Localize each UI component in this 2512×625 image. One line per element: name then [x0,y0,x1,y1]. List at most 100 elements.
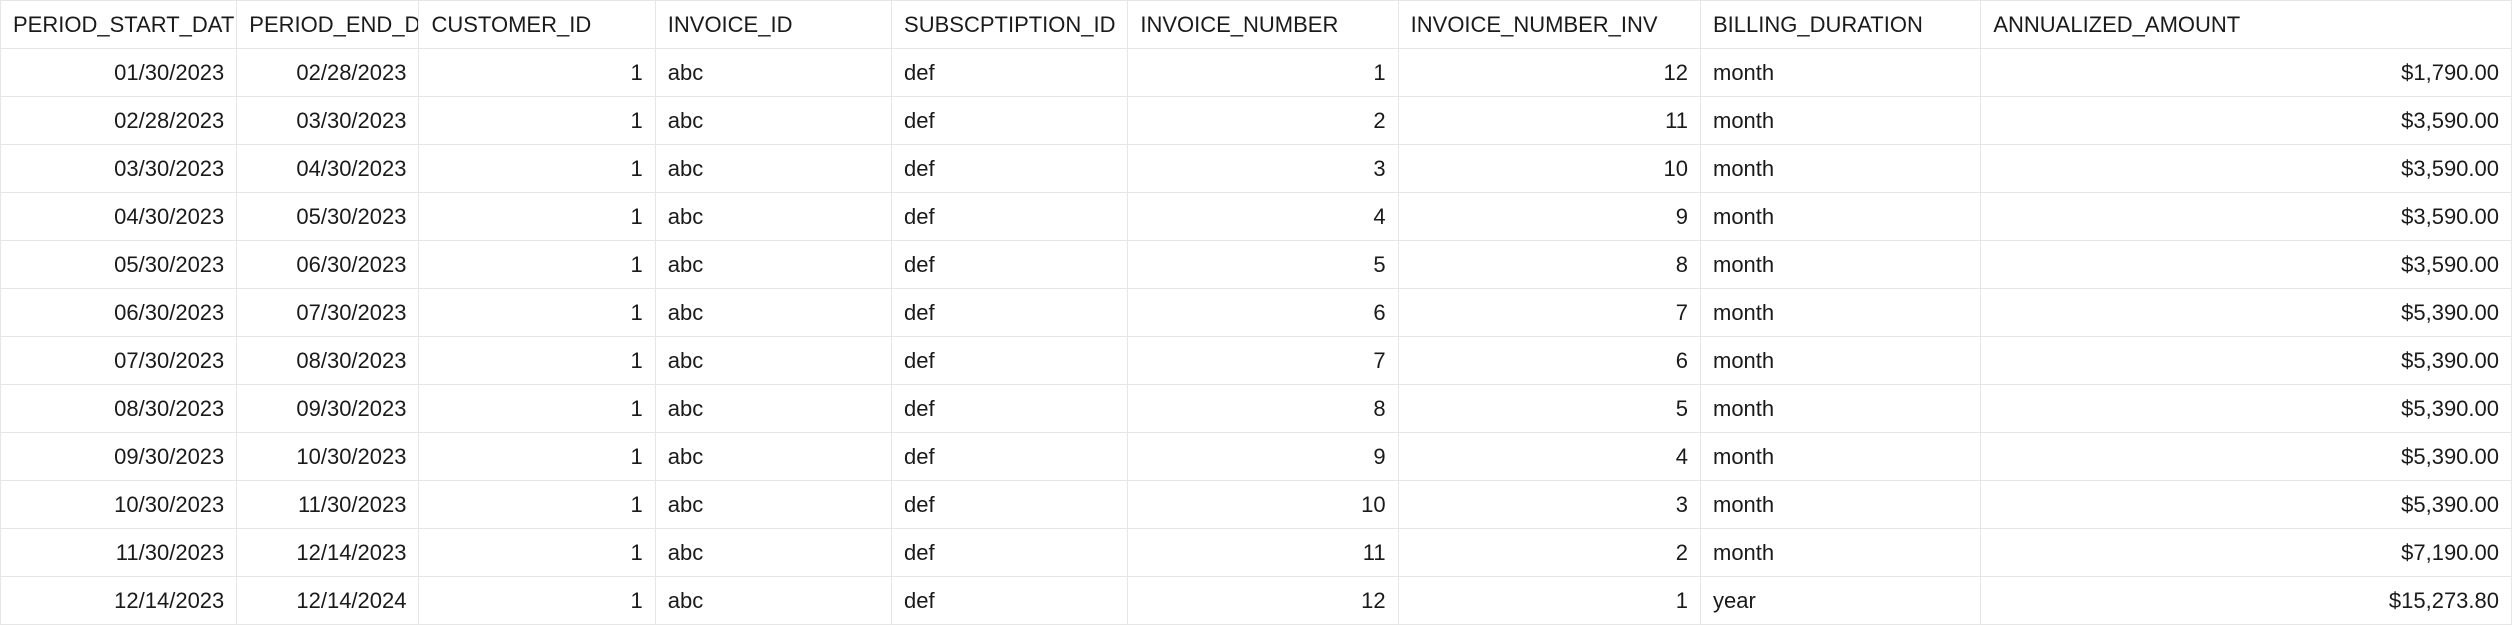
cell-invoice_id: abc [655,193,891,241]
cell-period_end: 03/30/2023 [237,97,419,145]
cell-subscription_id: def [892,49,1128,97]
cell-period_end: 06/30/2023 [237,241,419,289]
cell-invoice_id: abc [655,385,891,433]
cell-invoice_number: 8 [1128,385,1398,433]
column-header-billing_duration[interactable]: BILLING_DURATION [1701,1,1981,49]
cell-invoice_number_inv: 2 [1398,529,1700,577]
cell-period_start: 11/30/2023 [1,529,237,577]
cell-billing_duration: month [1701,193,1981,241]
cell-period_start: 02/28/2023 [1,97,237,145]
cell-period_start: 03/30/2023 [1,145,237,193]
cell-invoice_number_inv: 7 [1398,289,1700,337]
cell-billing_duration: month [1701,49,1981,97]
cell-annualized_amount: $5,390.00 [1981,385,2512,433]
cell-period_start: 04/30/2023 [1,193,237,241]
cell-billing_duration: month [1701,289,1981,337]
table-row: 10/30/202311/30/20231abcdef103month$5,39… [1,481,2512,529]
cell-period_start: 09/30/2023 [1,433,237,481]
table-row: 07/30/202308/30/20231abcdef76month$5,390… [1,337,2512,385]
cell-annualized_amount: $5,390.00 [1981,289,2512,337]
cell-period_end: 05/30/2023 [237,193,419,241]
cell-customer_id: 1 [419,481,655,529]
cell-subscription_id: def [892,241,1128,289]
table-row: 04/30/202305/30/20231abcdef49month$3,590… [1,193,2512,241]
cell-customer_id: 1 [419,145,655,193]
cell-invoice_number_inv: 10 [1398,145,1700,193]
cell-customer_id: 1 [419,193,655,241]
cell-period_end: 04/30/2023 [237,145,419,193]
cell-billing_duration: month [1701,385,1981,433]
table-row: 02/28/202303/30/20231abcdef211month$3,59… [1,97,2512,145]
cell-annualized_amount: $3,590.00 [1981,145,2512,193]
column-header-subscription_id[interactable]: SUBSCPTIPTION_ID [892,1,1128,49]
cell-period_start: 05/30/2023 [1,241,237,289]
cell-billing_duration: month [1701,241,1981,289]
cell-invoice_number: 2 [1128,97,1398,145]
table-row: 11/30/202312/14/20231abcdef112month$7,19… [1,529,2512,577]
cell-subscription_id: def [892,433,1128,481]
data-table: PERIOD_START_DATE_CLEANPERIOD_END_DATE_C… [0,0,2512,625]
cell-invoice_id: abc [655,337,891,385]
cell-invoice_id: abc [655,97,891,145]
cell-period_end: 08/30/2023 [237,337,419,385]
column-header-invoice_id[interactable]: INVOICE_ID [655,1,891,49]
cell-annualized_amount: $3,590.00 [1981,241,2512,289]
cell-customer_id: 1 [419,289,655,337]
cell-customer_id: 1 [419,97,655,145]
cell-customer_id: 1 [419,529,655,577]
cell-invoice_number_inv: 5 [1398,385,1700,433]
cell-billing_duration: month [1701,433,1981,481]
cell-subscription_id: def [892,289,1128,337]
column-header-invoice_number_inv[interactable]: INVOICE_NUMBER_INV [1398,1,1700,49]
table-row: 05/30/202306/30/20231abcdef58month$3,590… [1,241,2512,289]
cell-annualized_amount: $3,590.00 [1981,193,2512,241]
cell-period_end: 10/30/2023 [237,433,419,481]
table-header-row: PERIOD_START_DATE_CLEANPERIOD_END_DATE_C… [1,1,2512,49]
cell-period_start: 10/30/2023 [1,481,237,529]
cell-customer_id: 1 [419,241,655,289]
table-row: 08/30/202309/30/20231abcdef85month$5,390… [1,385,2512,433]
cell-invoice_number_inv: 11 [1398,97,1700,145]
cell-invoice_number: 11 [1128,529,1398,577]
cell-invoice_id: abc [655,289,891,337]
cell-period_start: 06/30/2023 [1,289,237,337]
cell-invoice_number_inv: 12 [1398,49,1700,97]
table-row: 06/30/202307/30/20231abcdef67month$5,390… [1,289,2512,337]
cell-invoice_id: abc [655,481,891,529]
cell-subscription_id: def [892,193,1128,241]
cell-invoice_id: abc [655,49,891,97]
column-header-period_end[interactable]: PERIOD_END_DATE_CLEAN [237,1,419,49]
column-header-invoice_number[interactable]: INVOICE_NUMBER [1128,1,1398,49]
cell-billing_duration: month [1701,481,1981,529]
cell-annualized_amount: $1,790.00 [1981,49,2512,97]
cell-invoice_id: abc [655,241,891,289]
table-row: 09/30/202310/30/20231abcdef94month$5,390… [1,433,2512,481]
cell-customer_id: 1 [419,385,655,433]
cell-customer_id: 1 [419,49,655,97]
cell-invoice_id: abc [655,529,891,577]
cell-invoice_id: abc [655,145,891,193]
cell-invoice_number: 5 [1128,241,1398,289]
cell-period_end: 09/30/2023 [237,385,419,433]
cell-invoice_number: 9 [1128,433,1398,481]
cell-subscription_id: def [892,385,1128,433]
column-header-customer_id[interactable]: CUSTOMER_ID [419,1,655,49]
column-header-annualized_amount[interactable]: ANNUALIZED_AMOUNT [1981,1,2512,49]
cell-billing_duration: month [1701,529,1981,577]
cell-subscription_id: def [892,145,1128,193]
cell-period_start: 01/30/2023 [1,49,237,97]
cell-period_end: 07/30/2023 [237,289,419,337]
cell-invoice_number: 10 [1128,481,1398,529]
column-header-period_start[interactable]: PERIOD_START_DATE_CLEAN [1,1,237,49]
cell-invoice_number: 7 [1128,337,1398,385]
cell-invoice_number: 6 [1128,289,1398,337]
cell-billing_duration: month [1701,97,1981,145]
cell-invoice_number_inv: 3 [1398,481,1700,529]
cell-annualized_amount: $5,390.00 [1981,481,2512,529]
cell-billing_duration: month [1701,337,1981,385]
cell-invoice_number_inv: 9 [1398,193,1700,241]
cell-annualized_amount: $5,390.00 [1981,433,2512,481]
cell-invoice_number_inv: 4 [1398,433,1700,481]
cell-invoice_number_inv: 8 [1398,241,1700,289]
cell-customer_id: 1 [419,433,655,481]
